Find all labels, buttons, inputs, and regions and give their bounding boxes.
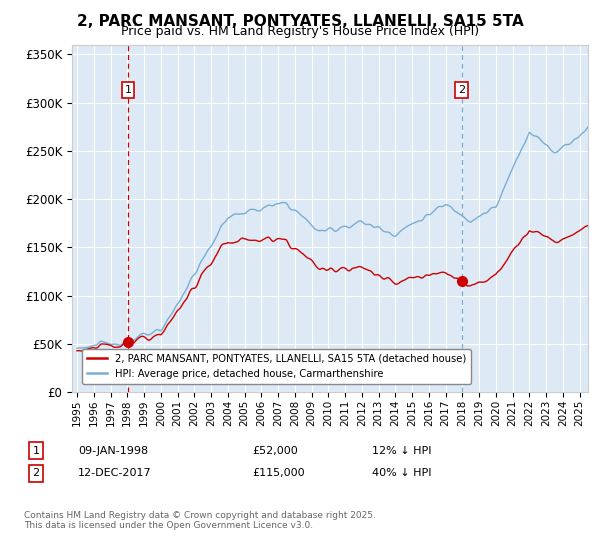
Text: 2: 2 [32,468,40,478]
Text: 1: 1 [32,446,40,456]
Text: £52,000: £52,000 [252,446,298,456]
Text: 2, PARC MANSANT, PONTYATES, LLANELLI, SA15 5TA: 2, PARC MANSANT, PONTYATES, LLANELLI, SA… [77,14,523,29]
Text: Price paid vs. HM Land Registry's House Price Index (HPI): Price paid vs. HM Land Registry's House … [121,25,479,38]
Text: £115,000: £115,000 [252,468,305,478]
Text: 2: 2 [458,85,465,95]
Legend: 2, PARC MANSANT, PONTYATES, LLANELLI, SA15 5TA (detached house), HPI: Average pr: 2, PARC MANSANT, PONTYATES, LLANELLI, SA… [82,348,472,384]
Text: 12-DEC-2017: 12-DEC-2017 [78,468,152,478]
Text: 12% ↓ HPI: 12% ↓ HPI [372,446,431,456]
Text: 40% ↓ HPI: 40% ↓ HPI [372,468,431,478]
Text: Contains HM Land Registry data © Crown copyright and database right 2025.
This d: Contains HM Land Registry data © Crown c… [24,511,376,530]
Text: 09-JAN-1998: 09-JAN-1998 [78,446,148,456]
Text: 1: 1 [124,85,131,95]
